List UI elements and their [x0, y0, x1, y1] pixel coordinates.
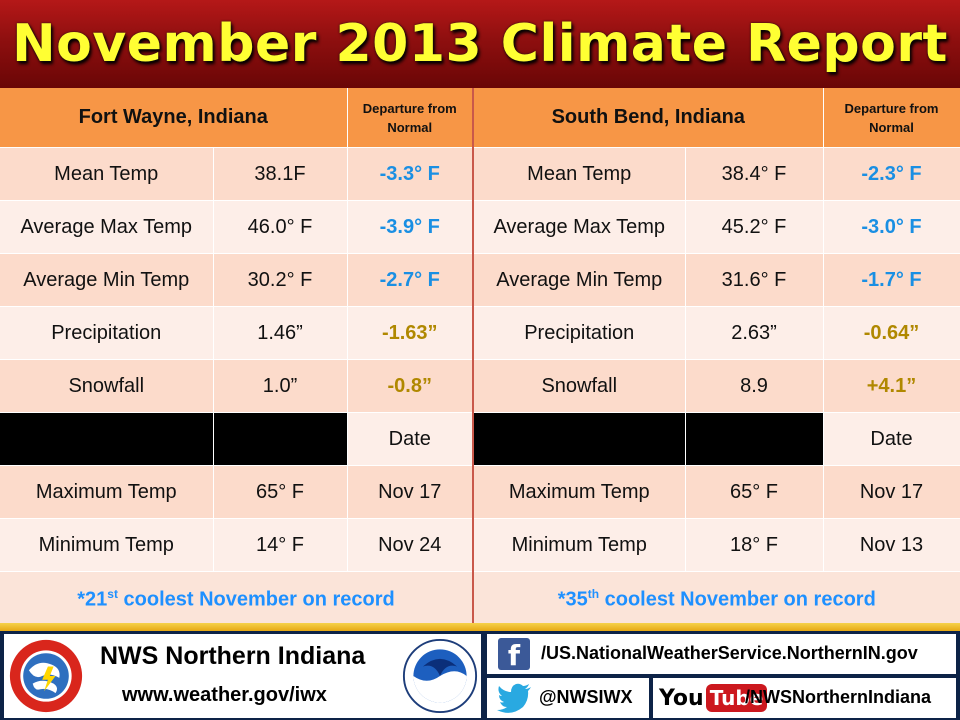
row-departure: -1.7° F — [823, 253, 960, 307]
facebook-panel[interactable]: f /US.NationalWeatherService.NorthernIN.… — [487, 634, 956, 674]
row-value: 65° F — [213, 465, 348, 519]
table-row: Average Max Temp 46.0° F -3.9° F Average… — [0, 200, 960, 254]
blank-cell — [685, 412, 824, 466]
rank-number: *35 — [557, 588, 588, 611]
ranking-row: *21st coolest November on record *35th c… — [0, 571, 960, 628]
youtube-logo-you: You — [659, 685, 704, 711]
nws-logo-icon — [9, 639, 83, 713]
youtube-logo-icon: You Tube — [659, 683, 768, 713]
row-label: Maximum Temp — [473, 465, 686, 519]
blank-cell — [213, 412, 348, 466]
row-departure: -0.64” — [823, 306, 960, 360]
row-label: Precipitation — [0, 306, 214, 360]
row-value: 8.9 — [685, 359, 824, 413]
row-label: Maximum Temp — [0, 465, 214, 519]
ranking-left: *21st coolest November on record — [0, 571, 474, 628]
rank-suffix: st — [107, 587, 118, 602]
row-value: 38.4° F — [685, 147, 824, 201]
table-row: Mean Temp 38.1F -3.3° F Mean Temp 38.4° … — [0, 147, 960, 201]
footer: NWS Northern Indiana www.weather.gov/iwx… — [0, 631, 960, 720]
youtube-link[interactable]: /NWSNorthernIndiana — [745, 687, 932, 707]
row-date: Nov 24 — [347, 518, 474, 572]
date-header-right: Date — [823, 412, 960, 466]
row-label: Minimum Temp — [473, 518, 686, 572]
row-departure: -3.0° F — [823, 200, 960, 254]
row-departure: -2.3° F — [823, 147, 960, 201]
row-label: Snowfall — [0, 359, 214, 413]
row-value: 31.6° F — [685, 253, 824, 307]
row-departure: -3.3° F — [347, 147, 474, 201]
row-label: Average Max Temp — [0, 200, 214, 254]
table-row: Minimum Temp 14° F Nov 24 Minimum Temp 1… — [0, 518, 960, 572]
rank-text: coolest November on record — [117, 588, 395, 611]
row-departure: -3.9° F — [347, 200, 474, 254]
row-date: Nov 17 — [347, 465, 474, 519]
row-label: Mean Temp — [0, 147, 214, 201]
row-date: Nov 13 — [823, 518, 960, 572]
row-value: 38.1F — [213, 147, 348, 201]
row-label: Precipitation — [473, 306, 686, 360]
row-value: 30.2° F — [213, 253, 348, 307]
row-label: Minimum Temp — [0, 518, 214, 572]
row-label: Snowfall — [473, 359, 686, 413]
row-label: Mean Temp — [473, 147, 686, 201]
row-value: 46.0° F — [213, 200, 348, 254]
rank-suffix: th — [587, 587, 600, 602]
date-header-left: Date — [347, 412, 474, 466]
gold-divider — [0, 623, 960, 631]
row-label: Average Min Temp — [473, 253, 686, 307]
table-row: Snowfall 1.0” -0.8” Snowfall 8.9 +4.1” — [0, 359, 960, 413]
row-value: 18° F — [685, 518, 824, 572]
table-row: Precipitation 1.46” -1.63” Precipitation… — [0, 306, 960, 360]
table-row: Maximum Temp 65° F Nov 17 Maximum Temp 6… — [0, 465, 960, 519]
blank-cell — [473, 412, 686, 466]
row-value: 14° F — [213, 518, 348, 572]
row-label: Average Max Temp — [473, 200, 686, 254]
climate-table: Fort Wayne, Indiana Departure from Norma… — [0, 88, 960, 628]
station-name-right: South Bend, Indiana — [473, 88, 824, 148]
youtube-panel[interactable]: You Tube /NWSNorthernIndiana — [653, 678, 956, 718]
rank-number: *21 — [77, 588, 108, 611]
table-row: Average Min Temp 30.2° F -2.7° F Average… — [0, 253, 960, 307]
row-departure: -0.8” — [347, 359, 474, 413]
org-name: NWS Northern Indiana — [100, 642, 366, 670]
page-title: November 2013 Climate Report — [12, 14, 948, 74]
row-value: 65° F — [685, 465, 824, 519]
facebook-icon: f — [498, 638, 530, 670]
nws-panel: NWS Northern Indiana www.weather.gov/iwx — [4, 634, 481, 718]
blank-cell — [0, 412, 214, 466]
row-departure: -1.63” — [347, 306, 474, 360]
date-header-row: Date Date — [0, 412, 960, 466]
noaa-logo-icon — [402, 638, 478, 714]
twitter-panel[interactable]: @NWSIWX — [487, 678, 649, 718]
row-date: Nov 17 — [823, 465, 960, 519]
row-departure: -2.7° F — [347, 253, 474, 307]
row-value: 1.46” — [213, 306, 348, 360]
ranking-right: *35th coolest November on record — [473, 571, 960, 628]
website-link[interactable]: www.weather.gov/iwx — [122, 684, 327, 706]
row-value: 45.2° F — [685, 200, 824, 254]
rank-text: coolest November on record — [599, 588, 876, 611]
twitter-bird-icon — [497, 683, 531, 713]
station-name-left: Fort Wayne, Indiana — [0, 88, 348, 148]
row-value: 2.63” — [685, 306, 824, 360]
row-value: 1.0” — [213, 359, 348, 413]
departure-header-left: Departure from Normal — [347, 88, 474, 148]
header-row: Fort Wayne, Indiana Departure from Norma… — [0, 88, 960, 148]
departure-header-right: Departure from Normal — [823, 88, 960, 148]
row-label: Average Min Temp — [0, 253, 214, 307]
title-bar: November 2013 Climate Report — [0, 0, 960, 88]
youtube-logo-tube: Tube — [705, 684, 768, 712]
twitter-link[interactable]: @NWSIWX — [539, 687, 633, 707]
row-departure: +4.1” — [823, 359, 960, 413]
facebook-link[interactable]: /US.NationalWeatherService.NorthernIN.go… — [541, 643, 918, 663]
